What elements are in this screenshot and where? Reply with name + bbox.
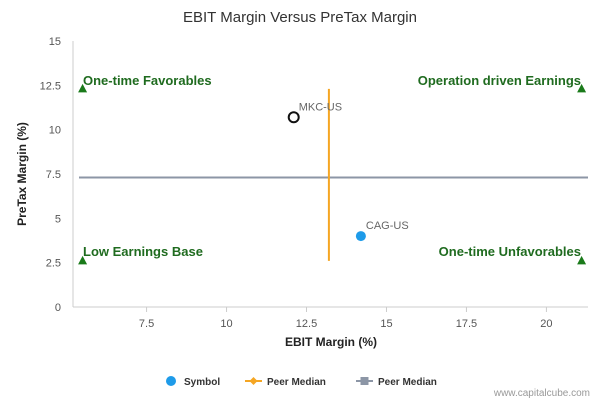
x-tick-label: 20 [540, 318, 552, 330]
x-axis-label: EBIT Margin (%) [285, 335, 377, 349]
data-point-label: MKC-US [299, 101, 342, 113]
watermark: www.capitalcube.com [493, 388, 590, 399]
x-tick-label: 7.5 [139, 318, 154, 330]
legend-item-symbol: Symbol [184, 377, 220, 388]
legend-item-peer-median-x: Peer Median [267, 377, 326, 388]
quadrant-triangle-marker [78, 83, 88, 93]
chart-title: EBIT Margin Versus PreTax Margin [183, 9, 417, 26]
quadrant-label-top-right: Operation driven Earnings [418, 73, 581, 88]
legend-item-peer-median-y: Peer Median [378, 377, 437, 388]
legend-square-icon [360, 377, 369, 385]
legend-symbol-marker [166, 376, 176, 386]
data-point [287, 111, 300, 124]
data-point-label: CAG-US [366, 220, 409, 232]
y-tick-label: 5 [55, 213, 61, 225]
y-tick-label: 10 [49, 125, 61, 137]
x-tick-label: 10 [220, 318, 232, 330]
legend-diamond-icon [249, 377, 258, 385]
quadrant-label-bottom-right: One-time Unfavorables [439, 244, 581, 259]
legend: Symbol Peer Median Peer Median [166, 376, 437, 388]
data-points: MKC-US CAG-US [287, 101, 409, 242]
y-tick-label: 12.5 [40, 80, 61, 92]
y-axis-label: PreTax Margin (%) [15, 122, 29, 226]
y-tick-label: 15 [49, 36, 61, 48]
quadrant-triangle-marker [577, 255, 587, 265]
quadrant-markers [78, 83, 587, 265]
x-tick-label: 15 [380, 318, 392, 330]
median-lines [79, 88, 588, 261]
x-ticks: 7.5 10 12.5 15 17.5 20 [139, 307, 553, 330]
y-tick-label: 7.5 [46, 169, 61, 181]
quadrant-label-bottom-left: Low Earnings Base [83, 244, 203, 259]
quadrant-label-top-left: One-time Favorables [83, 73, 212, 88]
y-ticks: 0 2.5 5 7.5 10 12.5 15 [40, 36, 61, 314]
y-tick-label: 0 [55, 302, 61, 314]
x-tick-label: 17.5 [456, 318, 477, 330]
data-point [355, 231, 366, 242]
x-tick-label: 12.5 [296, 318, 317, 330]
quadrant-triangle-marker [78, 255, 88, 265]
y-tick-label: 2.5 [46, 258, 61, 270]
quadrant-triangle-marker [577, 83, 587, 93]
plot-area [72, 41, 588, 308]
